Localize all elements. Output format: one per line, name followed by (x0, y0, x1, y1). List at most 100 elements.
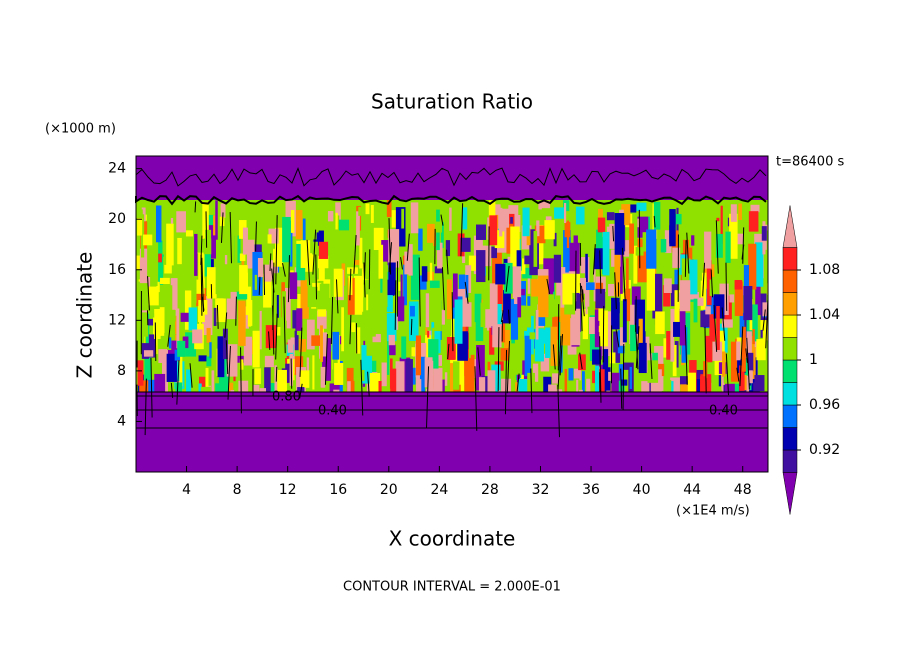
field-cell (300, 240, 311, 268)
field-cell (741, 326, 746, 372)
field-cell (290, 287, 296, 331)
field-cell (174, 361, 185, 390)
field-cell (386, 200, 392, 218)
field-cell (626, 258, 629, 297)
colorbar-label: 1.08 (809, 262, 840, 278)
field-cell (279, 255, 287, 285)
field-cell (308, 200, 319, 233)
field-cell (388, 229, 400, 268)
field-cell (164, 264, 172, 274)
field-contour (477, 347, 481, 376)
field-cell (276, 326, 281, 336)
field-cell (194, 233, 198, 276)
field-contour (746, 337, 750, 390)
field-cell (364, 202, 371, 232)
field-contour (418, 257, 421, 327)
field-cell (743, 265, 750, 297)
field-contour (275, 313, 278, 360)
colorbar-box (782, 314, 798, 338)
field-contour (622, 343, 625, 411)
field-cell (524, 255, 533, 265)
field-cell (300, 370, 310, 388)
x-tick-label: 12 (279, 482, 297, 498)
field-cell (289, 272, 298, 300)
field-contour (147, 276, 150, 311)
field-cell (282, 216, 291, 263)
field-cell (192, 329, 203, 344)
field-cell (653, 201, 661, 230)
field-contour (306, 239, 311, 286)
field-cell (306, 357, 310, 381)
field-cell (434, 292, 442, 332)
field-cell (522, 305, 532, 328)
field-cell (716, 306, 720, 350)
field-cell (417, 379, 422, 392)
field-cell (141, 214, 145, 258)
field-cell (634, 299, 646, 334)
field-cell (389, 344, 396, 356)
field-cell (144, 357, 152, 381)
field-cell (237, 355, 247, 363)
field-cell (462, 207, 468, 230)
field-cell (199, 376, 206, 392)
field-contour (505, 265, 510, 292)
field-cell (522, 267, 532, 279)
field-cell (186, 369, 192, 392)
field-contour (394, 280, 397, 330)
field-cell (188, 307, 198, 331)
field-cell (183, 216, 190, 242)
field-cell (220, 203, 226, 218)
field-cell (263, 264, 274, 282)
field-cell (351, 322, 356, 333)
field-contour (426, 366, 430, 428)
field-cell (238, 220, 247, 239)
field-cell (158, 349, 168, 392)
field-cell (503, 262, 513, 294)
field-cell (166, 223, 174, 266)
field-cell (338, 219, 350, 231)
field-cell (660, 239, 667, 253)
field-cell (311, 335, 320, 346)
field-contour (557, 335, 562, 390)
field-cell (476, 224, 486, 240)
field-cell (425, 293, 430, 328)
field-contour (388, 218, 392, 275)
field-cell (361, 345, 367, 370)
field-cell (694, 235, 702, 281)
field-cell (372, 334, 381, 343)
field-cell (579, 389, 583, 392)
field-cell (353, 345, 365, 381)
field-contour (216, 304, 219, 329)
field-cell (147, 231, 152, 278)
field-contour (240, 347, 242, 414)
field-cell (714, 204, 721, 218)
x-tick-label: 28 (481, 482, 499, 498)
field-cell (516, 214, 521, 232)
field-cell (454, 299, 463, 344)
field-cell (369, 250, 381, 277)
field-cell (381, 362, 387, 387)
field-cell (470, 354, 475, 392)
field-cell (636, 202, 647, 212)
field-cell (506, 224, 514, 254)
field-contour (268, 331, 271, 350)
field-cell (252, 384, 260, 392)
field-cell (748, 370, 753, 384)
field-cell (294, 319, 299, 351)
field-cell (403, 259, 407, 306)
field-contour (255, 221, 257, 252)
x-tick-label: 20 (380, 482, 398, 498)
field-contour (200, 255, 203, 316)
field-cell (548, 384, 557, 392)
contour-label: 0.40 (709, 404, 738, 419)
field-cell (681, 258, 691, 291)
field-cell (239, 359, 244, 370)
field-cell (462, 302, 472, 327)
x-tick-label: 48 (734, 482, 752, 498)
field-cell (213, 215, 216, 236)
field-cell (573, 368, 582, 381)
field-cell (226, 291, 237, 320)
field-cell (537, 269, 549, 280)
field-contour (635, 326, 640, 369)
field-cell (236, 291, 248, 300)
